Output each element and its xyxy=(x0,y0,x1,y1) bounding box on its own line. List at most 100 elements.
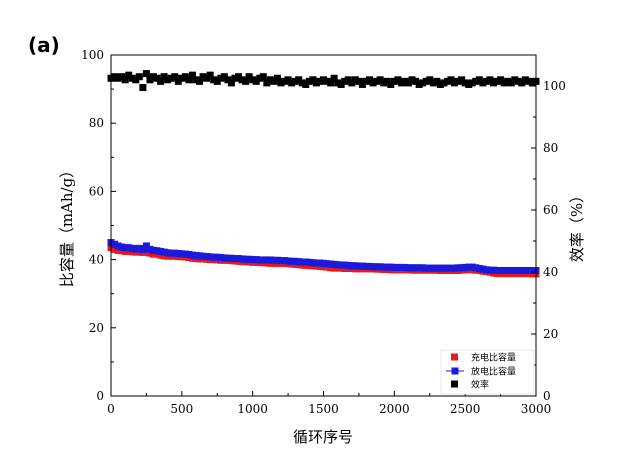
data-point xyxy=(235,73,242,81)
data-point xyxy=(167,249,175,257)
data-point xyxy=(390,263,398,271)
data-point xyxy=(497,76,505,84)
data-point xyxy=(369,263,377,271)
data-point xyxy=(174,77,182,85)
data-point xyxy=(376,76,384,84)
data-point xyxy=(227,254,235,262)
data-point xyxy=(312,259,320,267)
data-point xyxy=(203,253,211,261)
legend-label-charge: 充电比容量 xyxy=(471,352,516,364)
data-point xyxy=(451,79,459,87)
data-point xyxy=(355,262,363,270)
data-point xyxy=(376,263,384,271)
data-point xyxy=(323,260,331,268)
legend-label-discharge: 放电比容量 xyxy=(471,366,516,378)
data-point xyxy=(185,76,193,84)
data-point xyxy=(458,76,466,84)
data-point xyxy=(249,256,257,264)
left-y-tick-label: 0 xyxy=(96,389,104,403)
data-point xyxy=(525,77,533,85)
right-y-tick-label: 20 xyxy=(543,327,558,341)
data-point xyxy=(305,77,313,85)
data-point xyxy=(270,77,278,85)
data-point xyxy=(461,79,469,87)
x-tick-label: 0 xyxy=(107,402,115,416)
data-point xyxy=(348,79,356,87)
data-point xyxy=(142,248,150,256)
x-tick-label: 1000 xyxy=(237,402,268,416)
data-point xyxy=(405,264,412,272)
data-point xyxy=(220,254,228,262)
data-point xyxy=(507,267,515,275)
data-point xyxy=(302,80,310,88)
data-point xyxy=(461,263,469,271)
data-point xyxy=(373,77,381,85)
data-point xyxy=(323,77,331,85)
data-point xyxy=(291,77,299,85)
data-point xyxy=(507,79,515,87)
data-point xyxy=(199,73,207,81)
data-point xyxy=(277,79,285,87)
right-y-tick-label: 100 xyxy=(543,79,566,93)
data-point xyxy=(394,263,402,271)
data-point xyxy=(185,250,193,258)
left-y-tick-label: 100 xyxy=(81,48,104,62)
data-point xyxy=(334,79,342,87)
left-y-tick-label: 20 xyxy=(89,321,104,335)
data-point xyxy=(426,76,434,84)
data-point xyxy=(504,77,512,85)
data-point xyxy=(514,77,522,85)
data-point xyxy=(135,244,143,252)
data-point xyxy=(415,80,423,88)
data-point xyxy=(217,74,225,82)
data-point xyxy=(256,74,264,82)
data-point xyxy=(380,79,388,87)
data-point xyxy=(468,263,476,271)
data-point xyxy=(320,76,327,84)
data-point xyxy=(273,74,281,82)
data-point xyxy=(305,258,313,266)
data-point xyxy=(188,71,196,79)
data-point xyxy=(196,252,204,260)
data-point xyxy=(167,74,175,82)
data-point xyxy=(465,263,473,271)
legend: 充电比容量 放电比容量 效率 xyxy=(440,349,535,395)
data-point xyxy=(390,77,398,85)
data-point xyxy=(277,257,285,265)
data-point xyxy=(521,267,529,275)
plot-marks xyxy=(107,70,540,278)
data-point xyxy=(153,74,161,82)
data-point xyxy=(472,77,480,85)
data-point xyxy=(298,258,306,266)
data-point xyxy=(412,77,420,85)
x-axis: 0 500 1000 1500 2000 2500 3000 xyxy=(107,391,551,416)
data-point xyxy=(330,74,338,82)
data-point xyxy=(125,71,133,79)
data-point xyxy=(419,264,427,272)
data-point xyxy=(281,77,289,85)
left-y-axis: 0 20 40 60 80 100 xyxy=(81,48,116,403)
data-point xyxy=(245,255,253,263)
legend-marker-discharge xyxy=(451,367,459,375)
data-point xyxy=(157,247,165,255)
x-tick-label: 500 xyxy=(170,402,193,416)
data-point xyxy=(383,77,391,85)
data-point xyxy=(518,79,526,87)
data-point xyxy=(341,77,349,85)
data-point xyxy=(362,262,370,270)
data-point xyxy=(224,254,232,262)
data-point xyxy=(429,264,437,272)
data-point xyxy=(220,73,228,81)
data-point xyxy=(135,73,143,81)
data-point xyxy=(405,79,412,87)
data-point xyxy=(238,255,246,263)
data-point xyxy=(490,79,497,87)
data-point xyxy=(415,264,423,272)
data-point xyxy=(443,77,451,85)
data-point xyxy=(330,260,338,268)
data-point xyxy=(259,256,267,264)
data-point xyxy=(479,265,487,273)
data-point xyxy=(387,263,395,271)
data-point xyxy=(366,76,374,84)
data-point xyxy=(397,79,405,87)
